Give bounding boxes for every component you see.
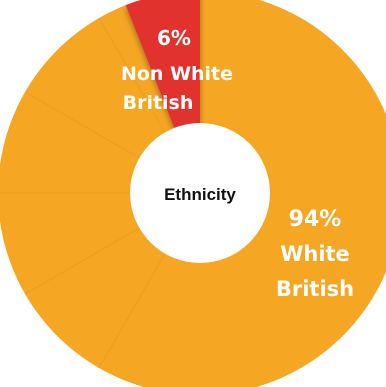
- non-white-british-value-label: 6%: [157, 26, 191, 50]
- white-british-label-line-2: British: [276, 277, 354, 301]
- donut-center-hole: [130, 123, 270, 263]
- non-white-british-label-line-2: British: [123, 92, 194, 114]
- slice-label-white-british: 94% White British: [276, 207, 354, 301]
- non-white-british-label-line-1: Non White: [121, 63, 233, 85]
- white-british-value-label: 94%: [289, 207, 342, 232]
- slice-label-non-white-british: 6% Non White British: [121, 26, 233, 114]
- chart-center-title: Ethnicity: [164, 185, 236, 204]
- white-british-label-line-1: White: [280, 242, 350, 266]
